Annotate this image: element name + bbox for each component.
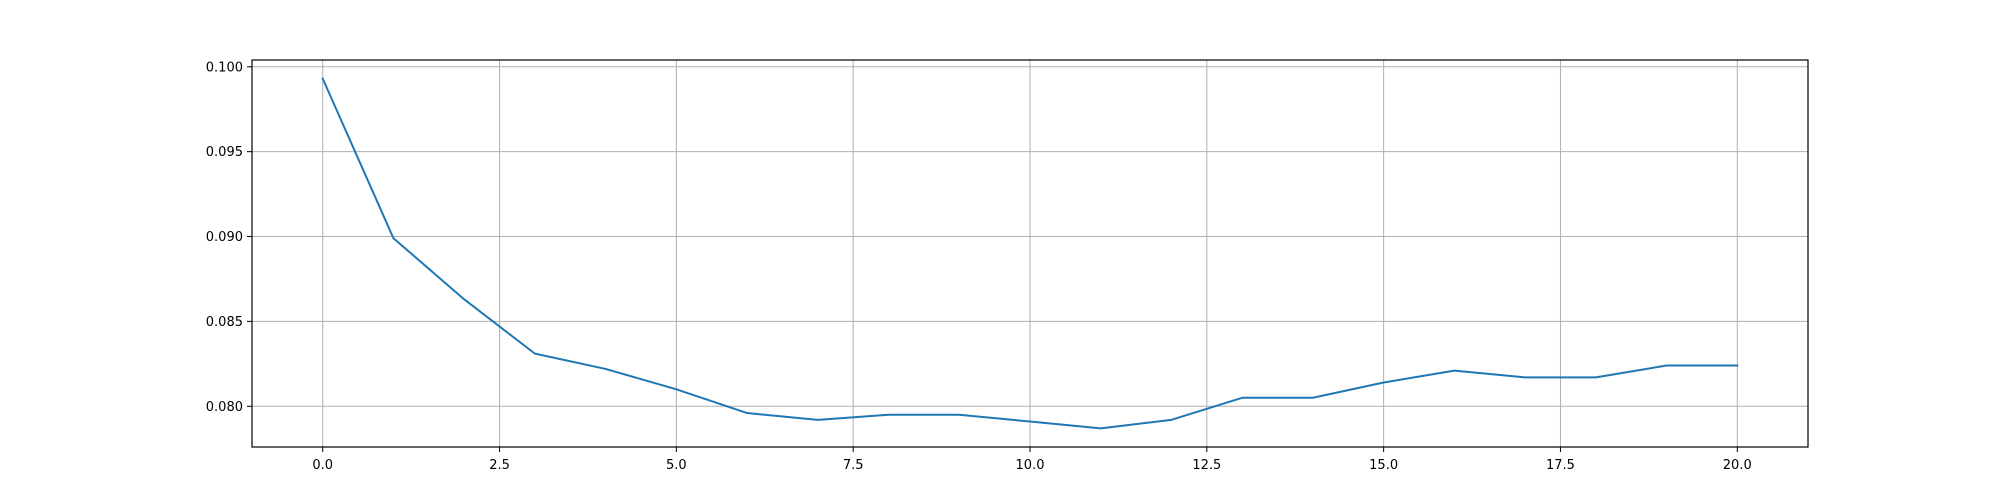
x-tick-label: 17.5 (1546, 458, 1575, 473)
x-tick-label: 10.0 (1016, 458, 1045, 473)
y-tick-label: 0.095 (206, 145, 243, 160)
series-layer (321, 77, 1739, 430)
y-tick-label: 0.080 (206, 400, 243, 415)
series-line (321, 77, 1739, 430)
y-tick-label: 0.090 (206, 230, 243, 245)
y-axis-ticks: 0.080 0.085 0.090 0.095 0.100 (206, 60, 252, 415)
x-tick-label: 0.0 (312, 458, 333, 473)
x-tick-label: 7.5 (843, 458, 864, 473)
x-tick-label: 20.0 (1723, 458, 1752, 473)
x-axis-ticks: 0.0 2.5 5.0 7.5 10.0 12.5 15.0 17.5 20.0 (312, 447, 1752, 473)
x-tick-label: 15.0 (1369, 458, 1398, 473)
x-tick-label: 5.0 (666, 458, 687, 473)
grid-layer (252, 60, 1808, 447)
x-tick-label: 12.5 (1192, 458, 1221, 473)
y-tick-label: 0.085 (206, 315, 243, 330)
y-tick-label: 0.100 (206, 60, 243, 75)
x-tick-label: 2.5 (489, 458, 510, 473)
